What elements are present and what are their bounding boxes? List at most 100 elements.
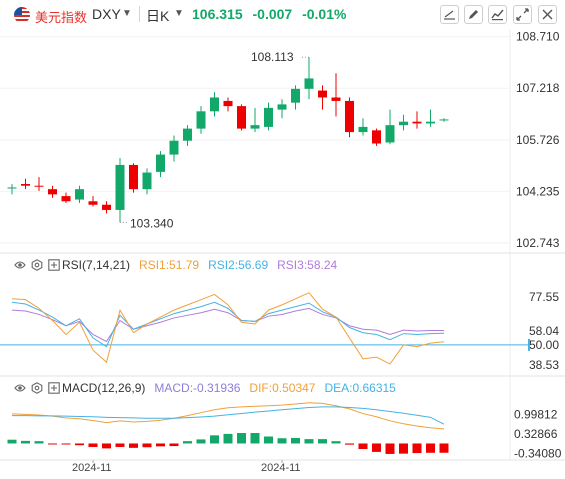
indicator-button[interactable] (488, 5, 507, 24)
macd-histogram-bar (223, 433, 233, 444)
candle-body (129, 164, 138, 190)
macd-histogram-bar (48, 443, 57, 445)
rsi-label: RSI(7,14,21) (62, 258, 131, 272)
price-change-pct: -0.01% (302, 6, 347, 22)
macd-histogram-bar (196, 439, 206, 444)
symbol-code[interactable]: DXY (92, 6, 121, 22)
macd-label: MACD(12,26,9) (62, 381, 146, 395)
macd-tick-label: 0.99812 (514, 407, 558, 421)
candle-body (277, 104, 287, 110)
macd-histogram-bar (88, 443, 98, 447)
macd-histogram-bar (399, 443, 408, 454)
macd-histogram-bar (318, 439, 327, 444)
macd-histogram-bar (291, 437, 300, 444)
macd-histogram-bar (75, 443, 84, 446)
rsi-tick-label: 77.55 (529, 290, 559, 304)
expand-icon[interactable] (48, 259, 60, 271)
rsi2-value: RSI2:56.69 (208, 258, 269, 272)
candle-body (345, 100, 354, 133)
candle-body (210, 97, 219, 112)
macd-histogram-bar (277, 438, 287, 444)
dea-value: DEA:0.66315 (324, 381, 396, 395)
macd-histogram-bar (61, 443, 71, 445)
x-tick-label: 2024-11 (261, 462, 301, 474)
candle-body (237, 106, 246, 129)
macd-histogram-bar (345, 443, 354, 445)
candle-body (48, 189, 57, 195)
fullscreen-button[interactable] (513, 5, 532, 24)
macd-histogram-bar (412, 443, 422, 454)
price-tick-label: 105.726 (516, 133, 560, 147)
macd-histogram-bar (439, 443, 449, 453)
candle-body (34, 185, 44, 187)
macd-histogram-bar (372, 443, 381, 452)
candle-body (291, 88, 300, 103)
indicator-icon (491, 9, 504, 21)
expand-icon[interactable] (48, 382, 60, 394)
macd-histogram-bar (7, 439, 17, 444)
rsi-line-rsi1 (11, 292, 445, 365)
settings-icon[interactable] (31, 382, 43, 394)
candle-body (61, 196, 71, 202)
price-quote: 106.315 -0.007 -0.01% (192, 6, 346, 22)
candle-body (102, 204, 111, 210)
period-selector[interactable]: 日K (146, 8, 170, 24)
rsi-tick-label: 50.00 (529, 338, 559, 352)
macd-histogram-bar (183, 441, 192, 444)
rsi-legend: RSI(7,14,21) RSI1:51.79 RSI2:56.69 RSI3:… (14, 258, 337, 272)
rsi-50-marker (528, 338, 530, 351)
macd-histogram-bar (210, 435, 219, 444)
candle-body (331, 97, 341, 101)
macd-histogram-bar (142, 443, 152, 448)
low-annotation: 103.340 (130, 216, 174, 230)
period-chevron-down-icon[interactable]: ▼ (174, 8, 184, 19)
pen-button[interactable] (464, 5, 483, 24)
price-tick-label: 104.235 (516, 184, 560, 198)
macd-line-dif (11, 402, 445, 430)
settings-icon[interactable] (31, 259, 43, 271)
price-tick-label: 102.743 (516, 236, 560, 250)
price-change: -0.007 (252, 6, 293, 22)
macd-histogram-bar (129, 443, 138, 448)
macd-histogram-bar (358, 443, 368, 449)
candle-body (250, 125, 260, 129)
macd-histogram-bar (237, 433, 246, 444)
close-button[interactable] (538, 5, 557, 24)
dif-value: DIF:0.50347 (249, 381, 316, 395)
candle-body (196, 111, 206, 129)
candle-body (304, 78, 314, 89)
candle-body (223, 100, 233, 107)
price-tick-label: 107.218 (516, 81, 560, 95)
macd-histogram-bar (426, 443, 435, 453)
macd-tick-label: -0.34080 (514, 446, 562, 460)
eye-icon[interactable] (14, 259, 26, 271)
candle-body (358, 126, 368, 133)
draw-line-icon (444, 10, 455, 20)
symbol-name[interactable]: 美元指数 (35, 10, 88, 25)
rsi-line-rsi2 (11, 301, 445, 348)
candle-body (156, 154, 165, 172)
rsi-tick-label: 58.04 (529, 324, 559, 338)
candle-body (75, 189, 84, 200)
macd-histogram-bar (169, 443, 179, 447)
last-price: 106.315 (192, 6, 243, 22)
candle-body (115, 164, 125, 210)
rsi1-value: RSI1:51.79 (139, 258, 200, 272)
macd-tick-label: 0.32866 (514, 427, 558, 441)
macd-histogram-bar (102, 443, 111, 449)
macd-histogram-bar (264, 436, 273, 444)
candle-body (264, 107, 273, 127)
candle-body (439, 119, 449, 121)
candle-body (399, 121, 408, 126)
macd-histogram-bar (21, 440, 30, 444)
eye-icon[interactable] (14, 382, 26, 394)
draw-line-button[interactable] (440, 5, 459, 24)
header-divider (139, 6, 140, 22)
macd-histogram-bar (250, 433, 260, 444)
symbol-chevron-down-icon[interactable]: ▼ (122, 8, 132, 19)
macd-histogram-bar (331, 441, 341, 444)
pen-icon (469, 10, 478, 19)
high-annotation: 108.113 (251, 50, 294, 64)
candle-body (183, 128, 192, 141)
